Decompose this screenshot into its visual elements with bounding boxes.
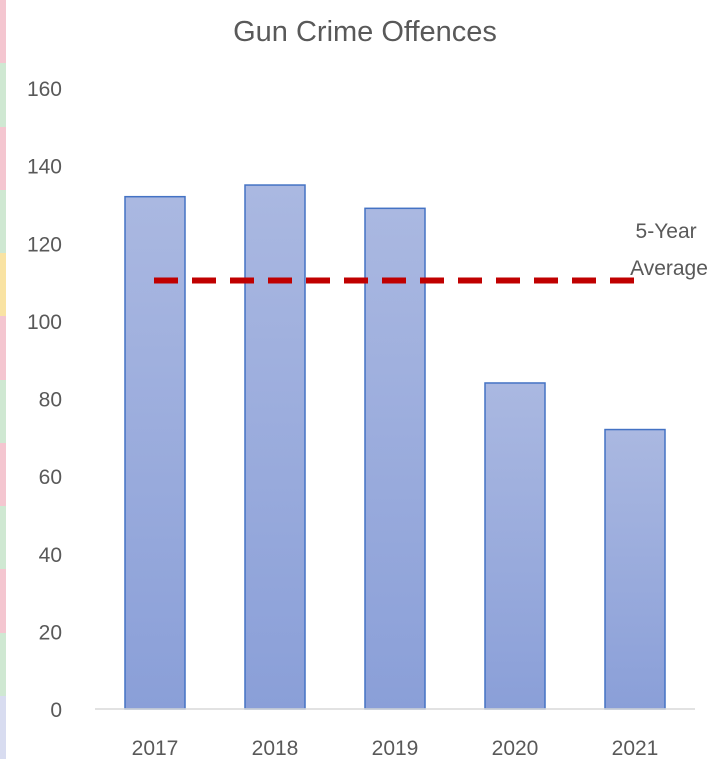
y-tick-label: 20 — [39, 621, 62, 644]
bar — [604, 428, 666, 710]
y-tick-label: 120 — [27, 233, 62, 256]
bars-group — [124, 184, 666, 710]
y-tick-label: 0 — [50, 699, 62, 722]
bar — [244, 184, 306, 710]
average-label: 5-Year Average — [630, 220, 708, 280]
y-tick-label: 80 — [39, 389, 62, 412]
x-tick-label: 2017 — [132, 737, 179, 759]
left-edge-color-strip — [0, 0, 6, 759]
y-tick-label: 60 — [39, 466, 62, 489]
average-label-line-1: 5-Year — [636, 220, 697, 243]
bar — [364, 207, 426, 710]
bar — [124, 195, 186, 710]
x-tick-label: 2018 — [252, 737, 299, 759]
x-axis-tick-labels: 2017 2018 2019 2020 2021 — [132, 737, 659, 759]
y-tick-label: 40 — [39, 544, 62, 567]
y-tick-label: 100 — [27, 311, 62, 334]
x-tick-label: 2019 — [372, 737, 419, 759]
average-label-line-2: Average — [630, 257, 708, 280]
x-tick-label: 2020 — [492, 737, 539, 759]
bar — [484, 382, 546, 710]
y-axis-tick-labels: 0 20 40 60 80 100 120 140 160 — [27, 78, 62, 722]
y-tick-label: 160 — [27, 78, 62, 101]
chart-title: Gun Crime Offences — [233, 16, 497, 48]
x-tick-label: 2021 — [612, 737, 659, 759]
y-tick-label: 140 — [27, 156, 62, 179]
